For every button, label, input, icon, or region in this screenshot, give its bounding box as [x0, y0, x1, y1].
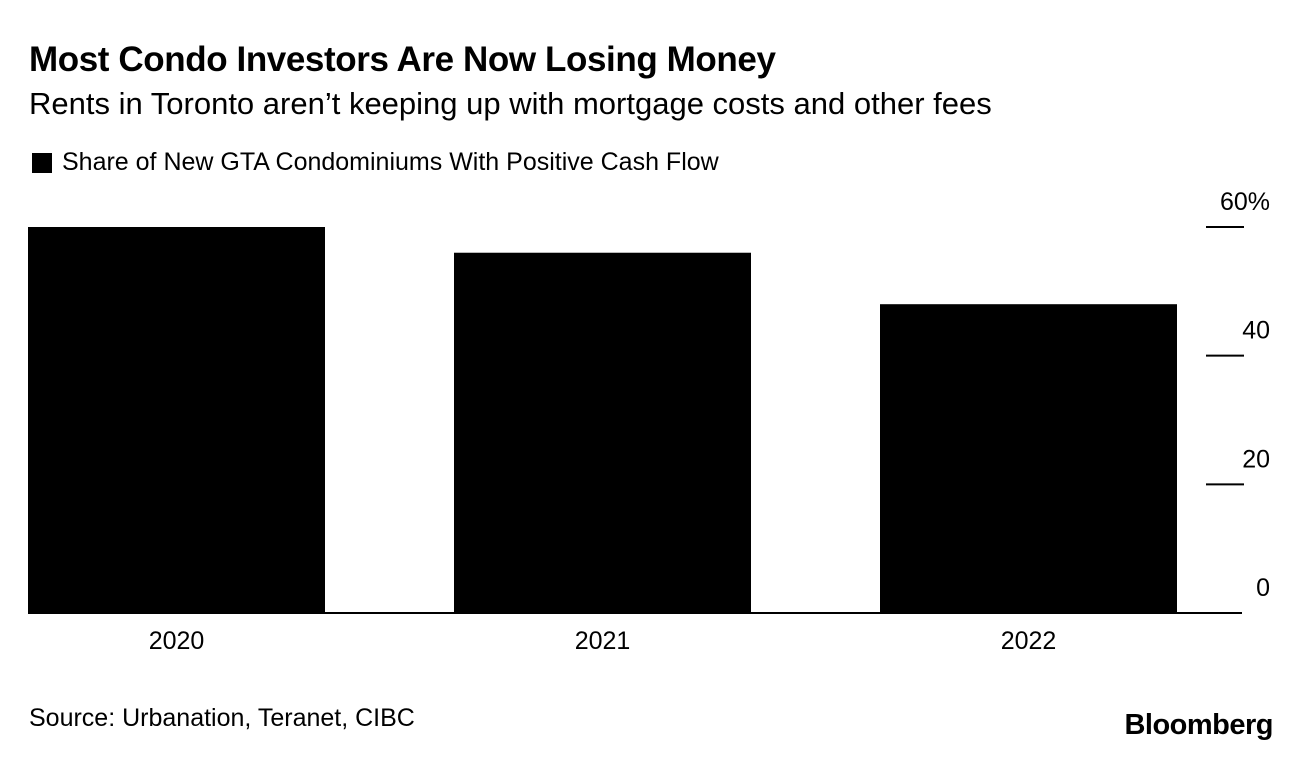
chart-title: Most Condo Investors Are Now Losing Mone… — [29, 40, 776, 79]
x-tick-label-2020: 2020 — [149, 627, 205, 655]
x-tick-label-2022: 2022 — [1001, 627, 1057, 655]
y-tick-label-40: 40 — [1242, 317, 1270, 345]
legend-label: Share of New GTA Condominiums With Posit… — [62, 148, 719, 176]
bloomberg-logo: Bloomberg — [1124, 709, 1273, 741]
source-note: Source: Urbanation, Teranet, CIBC — [29, 704, 415, 732]
legend: Share of New GTA Condominiums With Posit… — [32, 148, 719, 177]
bar-2021 — [454, 252, 751, 613]
y-tick-label-60: 60% — [1220, 188, 1270, 216]
chart-subtitle: Rents in Toronto aren’t keeping up with … — [29, 86, 992, 121]
bar-2022 — [880, 304, 1177, 613]
y-tick-label-0: 0 — [1256, 574, 1270, 602]
y-tick-label-20: 20 — [1242, 445, 1270, 473]
legend-swatch — [32, 152, 52, 173]
bar-2020 — [28, 227, 325, 613]
x-tick-label-2021: 2021 — [575, 627, 631, 655]
